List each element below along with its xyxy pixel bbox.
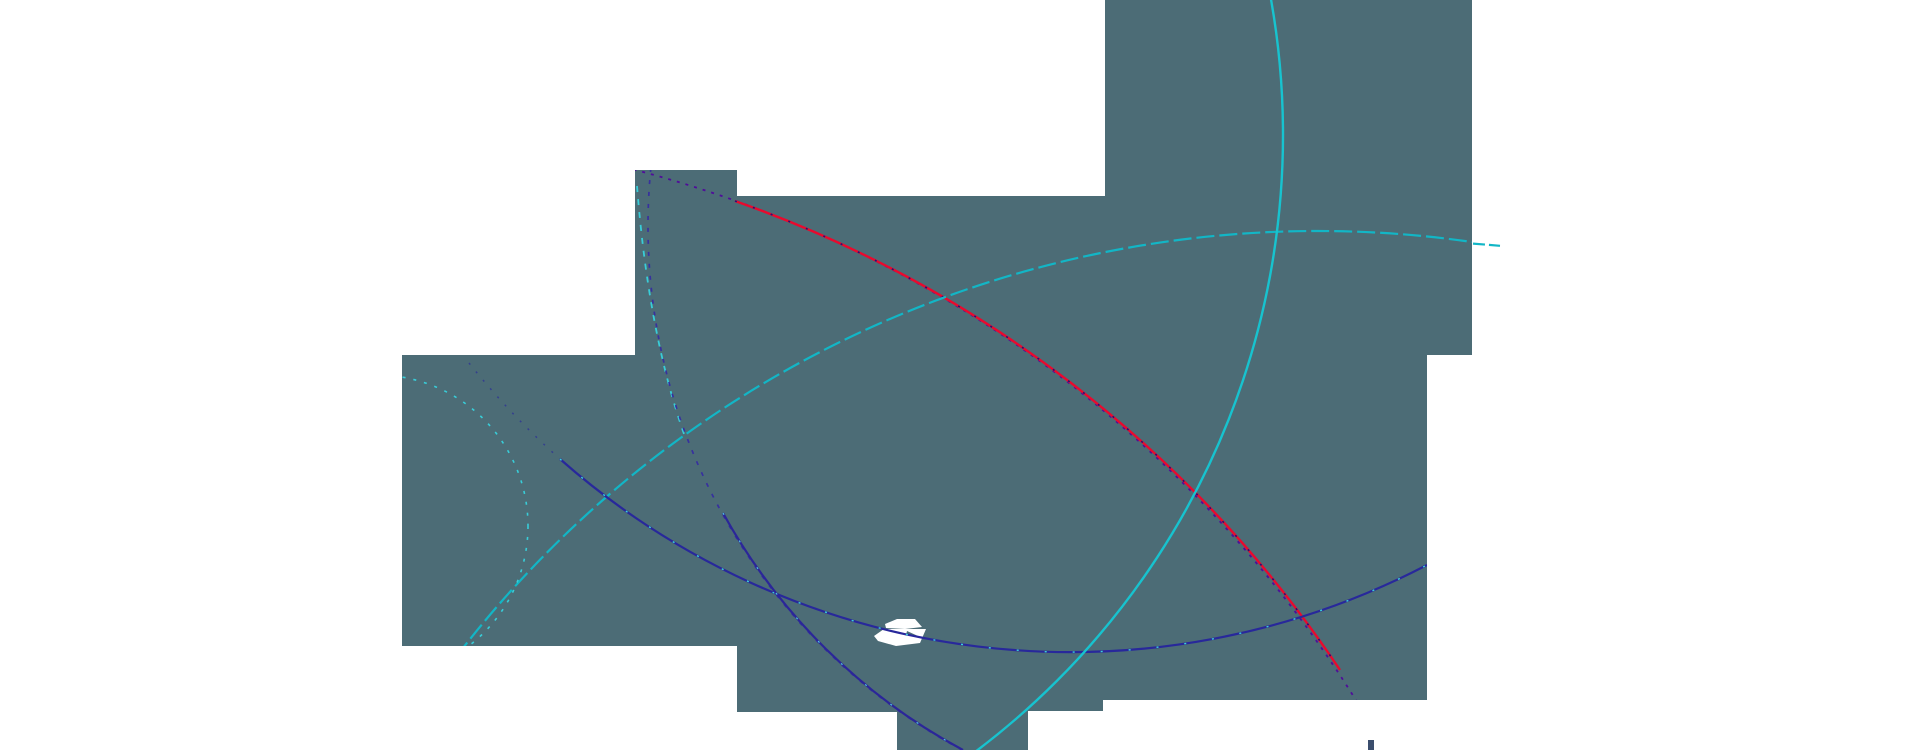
navy-steep-orbit-solid <box>722 512 964 750</box>
cyan-orbit-extension <box>1472 242 1501 247</box>
overlay-layer <box>1368 242 1501 750</box>
cyan-large-orbit <box>402 0 1285 750</box>
ship-sprite-cabin <box>885 619 922 629</box>
small-dashed-cyan-orbit <box>402 374 529 678</box>
ship-sprite-hull <box>874 629 926 646</box>
steep-cyan-dash-trail <box>636 185 685 435</box>
navy-bottom-orbit <box>559 458 1428 654</box>
bottom-tick-mark <box>1368 740 1374 750</box>
slate-panel-silhouette <box>402 0 1472 750</box>
navy-bottom-orbit-faint-left <box>468 362 561 460</box>
cyan-top-orbit <box>402 229 1472 750</box>
red-orbit-arc <box>734 199 1341 671</box>
